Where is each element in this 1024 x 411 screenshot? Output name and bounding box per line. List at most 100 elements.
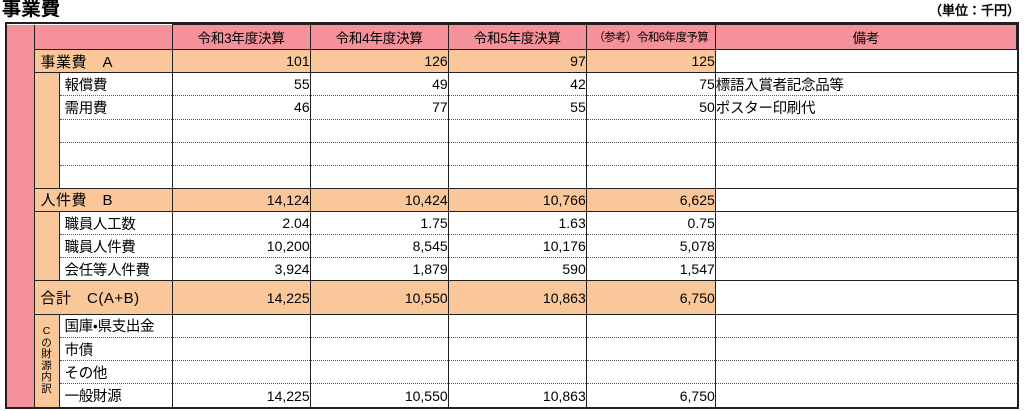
cell-general-funding-remark (714, 383, 1017, 407)
cell-general-funding-fy5: 10,863 (447, 383, 587, 407)
cell-blank-2-fy4 (309, 142, 449, 166)
funding-breakdown-vertical-label: C の 財 源 内 訳 (34, 313, 59, 407)
table-row (7, 142, 1017, 166)
cell-municipal-bond-remark (714, 337, 1017, 362)
row-label-national-prefectural: 国庫・県支出金 (58, 313, 173, 339)
cell-staff-cost-fy5: 10,176 (447, 234, 587, 259)
cell-general-funding-fy6: 6,750 (585, 383, 716, 407)
cell-other-staff-cost-remark (714, 257, 1017, 282)
table-row: 需用費 46 77 55 50 ポスター印刷代 (7, 95, 1017, 120)
row-label-grand-total: 合計 C(A+B) (34, 280, 173, 315)
cell-grand-total-fy5: 10,863 (447, 280, 587, 315)
unit-note: （単位：千円） (928, 3, 1020, 18)
row-label-expense-total: 事業費 A (34, 49, 173, 74)
cell-staff-mandays-fy6: 0.75 (585, 211, 716, 236)
personnel-group-spacer (34, 211, 59, 281)
cell-personnel-total-fy5: 10,766 (447, 187, 587, 212)
row-label-personnel-total: 人件費 B (34, 187, 173, 212)
cell-other-funding-fy3 (171, 360, 311, 385)
cell-other-funding-remark (714, 360, 1017, 385)
cell-staff-mandays-fy3: 2.04 (171, 211, 311, 236)
cell-blank-3-fy4 (309, 165, 449, 189)
cell-personnel-total-fy6: 6,625 (585, 187, 716, 212)
cell-municipal-bond-fy6 (585, 337, 716, 362)
cell-expense-total-fy6: 125 (585, 49, 716, 74)
row-label-blank-1 (58, 119, 173, 143)
cell-staff-mandays-fy4: 1.75 (309, 211, 449, 236)
cell-staff-cost-fy4: 8,545 (309, 234, 449, 259)
table-row (7, 165, 1017, 189)
table-row (7, 119, 1017, 143)
row-label-houshouhi: 報償費 (58, 72, 173, 97)
cell-blank-1-fy3 (171, 119, 311, 143)
cell-houshouhi-fy3: 55 (171, 72, 311, 97)
cell-blank-3-fy3 (171, 165, 311, 189)
table-row: 合計 C(A+B) 14,225 10,550 10,863 6,750 (7, 280, 1017, 315)
table-row: 一般財源 14,225 10,550 10,863 6,750 (7, 383, 1017, 407)
cell-general-funding-fy3: 14,225 (171, 383, 311, 407)
cell-staff-mandays-remark (714, 211, 1017, 236)
cell-blank-2-fy3 (171, 142, 311, 166)
cell-staff-cost-fy3: 10,200 (171, 234, 311, 259)
cell-blank-3-remark (714, 165, 1017, 189)
row-label-other-funding: その他 (58, 360, 173, 385)
page-title: 事業費 (2, 0, 61, 20)
cell-blank-2-remark (714, 142, 1017, 166)
cell-grand-total-fy4: 10,550 (309, 280, 449, 315)
cell-staff-cost-remark (714, 234, 1017, 259)
row-label-blank-2 (58, 142, 173, 166)
table-row: 職員人件費 10,200 8,545 10,176 5,078 (7, 234, 1017, 259)
cell-blank-1-remark (714, 119, 1017, 143)
cell-staff-mandays-fy5: 1.63 (447, 211, 587, 236)
expense-group-spacer (34, 72, 59, 189)
left-color-band (7, 24, 35, 407)
cell-houshouhi-fy5: 42 (447, 72, 587, 97)
cell-expense-total-fy5: 97 (447, 49, 587, 74)
row-label-staff-mandays: 職員人工数 (58, 211, 173, 236)
header-col-fy5: 令和5年度決算 (447, 23, 587, 51)
cell-municipal-bond-fy5 (447, 337, 587, 362)
cell-national-prefectural-fy4 (309, 313, 449, 339)
cell-national-prefectural-fy6 (585, 313, 716, 339)
cell-juyouhi-fy6: 50 (585, 95, 716, 120)
cell-other-staff-cost-fy5: 590 (447, 257, 587, 282)
cell-national-prefectural-fy3 (171, 313, 311, 339)
cell-houshouhi-fy6: 75 (585, 72, 716, 97)
cell-blank-2-fy6 (585, 142, 716, 166)
cell-juyouhi-remark: ポスター印刷代 (714, 95, 1017, 120)
cell-juyouhi-fy5: 55 (447, 95, 587, 120)
cell-blank-3-fy5 (447, 165, 587, 189)
row-label-staff-cost: 職員人件費 (58, 234, 173, 259)
cell-expense-total-fy4: 126 (309, 49, 449, 74)
cell-municipal-bond-fy4 (309, 337, 449, 362)
cell-grand-total-fy3: 14,225 (171, 280, 311, 315)
table-row: 報償費 55 49 42 75 標語入賞者記念品等 (7, 72, 1017, 189)
table-row: 事業費 A 101 126 97 125 (7, 49, 1017, 74)
cell-municipal-bond-fy3 (171, 337, 311, 362)
cell-blank-1-fy6 (585, 119, 716, 143)
cell-other-staff-cost-fy6: 1,547 (585, 257, 716, 282)
cell-blank-3-fy6 (585, 165, 716, 189)
table-row: その他 (7, 360, 1017, 385)
header-col-fy4: 令和4年度決算 (309, 23, 449, 51)
table-row: C の 財 源 内 訳 国庫・県支出金 (7, 313, 1017, 407)
cell-expense-total-remark (714, 49, 1017, 74)
cell-other-funding-fy4 (309, 360, 449, 385)
cell-houshouhi-remark: 標語入賞者記念品等 (714, 72, 1017, 97)
table-row: 職員人工数 2.04 1.75 1.63 0.75 (7, 211, 1017, 281)
cell-juyouhi-fy3: 46 (171, 95, 311, 120)
budget-table-container: 令和3年度決算 令和4年度決算 令和5年度決算 （参考）令和6年度予算 備考 事… (5, 22, 1019, 409)
header-label-blank (34, 24, 173, 50)
cell-blank-1-fy4 (309, 119, 449, 143)
cell-general-funding-fy4: 10,550 (309, 383, 449, 407)
row-label-blank-3 (58, 165, 173, 189)
cell-personnel-total-remark (714, 187, 1017, 212)
row-label-municipal-bond: 市債 (58, 337, 173, 362)
table-row: 市債 (7, 337, 1017, 362)
cell-houshouhi-fy4: 49 (309, 72, 449, 97)
cell-grand-total-fy6: 6,750 (585, 280, 716, 315)
cell-personnel-total-fy3: 14,124 (171, 187, 311, 212)
row-label-general-funding: 一般財源 (58, 383, 173, 407)
cell-other-staff-cost-fy3: 3,924 (171, 257, 311, 282)
